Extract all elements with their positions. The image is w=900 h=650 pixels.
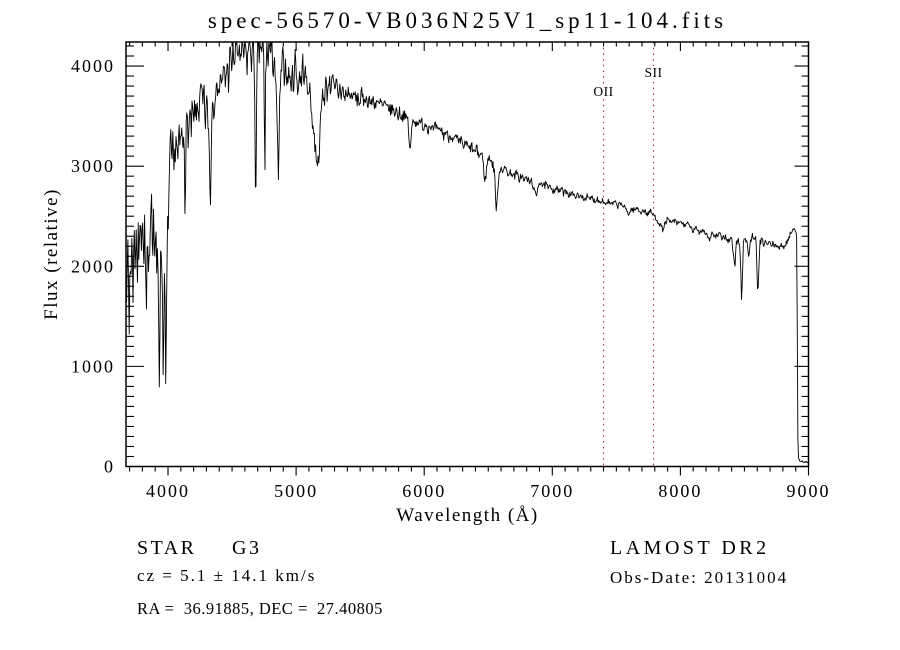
classification-type: STAR [137,537,197,559]
y-tick-label: 3000 [71,156,115,176]
x-tick-label: 6000 [402,481,446,501]
annotation-label-sii: SII [645,65,663,80]
y-axis-label: Flux (relative) [41,188,62,320]
survey-release-label: LAMOST DR2 [610,537,770,559]
x-tick-label: 9000 [787,481,831,501]
plot-frame [125,41,810,468]
coordinates-text: RA = 36.91885, DEC = 27.40805 [137,599,383,618]
observation-date-text: Obs-Date: 20131004 [610,568,789,587]
x-tick-label: 8000 [658,481,702,501]
x-tick-label: 7000 [530,481,574,501]
annotation-label-bg-sii [640,66,667,81]
annotation-label-oii: OII [593,84,613,99]
y-tick-label: 0 [104,457,115,477]
annotation-label-bg-oii [590,85,617,100]
x-tick-label: 5000 [274,481,318,501]
x-tick-label: 4000 [146,481,190,501]
x-axis-label: Wavelength (Å) [396,505,539,526]
plot-title: spec-56570-VB036N25V1_sp11-104.fits [207,8,728,33]
radial-velocity-text: cz = 5.1 ± 14.1 km/s [137,566,317,585]
y-tick-label: 4000 [71,56,115,76]
classification-subclass: G3 [232,537,262,559]
y-tick-label: 1000 [71,356,115,376]
spectrum-trace [125,41,809,464]
y-tick-label: 2000 [71,256,115,276]
